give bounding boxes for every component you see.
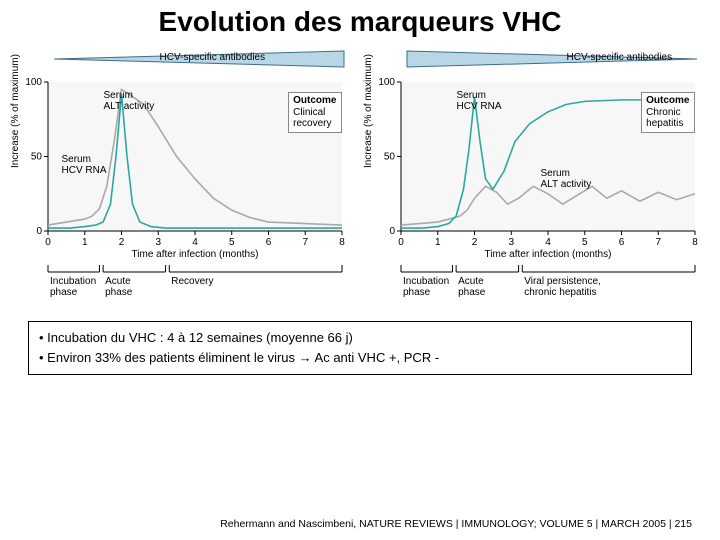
svg-text:Incubation: Incubation: [50, 276, 96, 287]
svg-text:phase: phase: [105, 287, 133, 298]
svg-text:Acute: Acute: [458, 276, 484, 287]
outcome-right: Outcome Chronic hepatitis: [641, 92, 694, 133]
phases-left: IncubationphaseAcutephaseRecovery: [14, 263, 354, 309]
plot-right: Increase (% of maximum) 050100012345678T…: [367, 76, 707, 261]
outcome-left-title: Outcome: [293, 95, 336, 107]
citation: Rehermann and Nascimbeni, NATURE REVIEWS…: [220, 518, 692, 530]
label-alt-left: Serum ALT activity: [104, 90, 155, 112]
svg-text:Incubation: Incubation: [403, 276, 449, 287]
svg-text:phase: phase: [403, 287, 431, 298]
svg-text:1: 1: [81, 237, 87, 248]
notes-box: Incubation du VHC : 4 à 12 semaines (moy…: [28, 321, 692, 375]
label-rna-left: Serum HCV RNA: [62, 154, 107, 176]
svg-text:8: 8: [692, 237, 698, 248]
svg-text:2: 2: [471, 237, 477, 248]
svg-text:4: 4: [545, 237, 551, 248]
chart-right: HCV-specific antibodies Increase (% of m…: [367, 46, 707, 309]
svg-text:Viral persistence,: Viral persistence,: [524, 276, 601, 287]
outcome-left-l2: recovery: [293, 118, 336, 130]
svg-text:50: 50: [30, 152, 42, 163]
wedge-right-label: HCV-specific antibodies: [567, 52, 673, 63]
page-title: Evolution des marqueurs VHC: [0, 0, 720, 40]
svg-text:chronic hepatitis: chronic hepatitis: [524, 287, 596, 298]
wedge-left: HCV-specific antibodies: [14, 46, 354, 72]
phases-right: IncubationphaseAcutephaseViral persisten…: [367, 263, 707, 309]
label-rna-right: Serum HCV RNA: [457, 90, 502, 112]
plot-left: Increase (% of maximum) 050100012345678T…: [14, 76, 354, 261]
svg-text:100: 100: [378, 77, 395, 88]
note-line-2: Environ 33% des patients éliminent le vi…: [39, 348, 681, 368]
svg-text:3: 3: [155, 237, 161, 248]
wedge-right: HCV-specific antibodies: [367, 46, 707, 72]
outcome-left-l1: Clinical: [293, 107, 336, 119]
svg-text:5: 5: [581, 237, 587, 248]
svg-text:Time after infection (months): Time after infection (months): [131, 249, 258, 260]
svg-text:4: 4: [192, 237, 198, 248]
outcome-right-l2: hepatitis: [646, 118, 689, 130]
svg-text:3: 3: [508, 237, 514, 248]
svg-text:50: 50: [383, 152, 395, 163]
svg-text:0: 0: [45, 237, 51, 248]
wedge-left-label: HCV-specific antibodies: [160, 52, 266, 63]
svg-text:5: 5: [228, 237, 234, 248]
label-alt-right: Serum ALT activity: [541, 168, 592, 190]
svg-text:1: 1: [434, 237, 440, 248]
svg-text:100: 100: [25, 77, 42, 88]
chart-left: HCV-specific antibodies Increase (% of m…: [14, 46, 354, 309]
svg-text:0: 0: [389, 226, 395, 237]
svg-text:0: 0: [398, 237, 404, 248]
svg-text:7: 7: [655, 237, 661, 248]
svg-text:0: 0: [36, 226, 42, 237]
svg-text:7: 7: [302, 237, 308, 248]
outcome-left: Outcome Clinical recovery: [288, 92, 341, 133]
svg-text:2: 2: [118, 237, 124, 248]
outcome-right-title: Outcome: [646, 95, 689, 107]
svg-text:Time after infection (months): Time after infection (months): [484, 249, 611, 260]
outcome-right-l1: Chronic: [646, 107, 689, 119]
note-line-1: Incubation du VHC : 4 à 12 semaines (moy…: [39, 328, 681, 348]
svg-text:8: 8: [339, 237, 345, 248]
svg-text:Recovery: Recovery: [171, 276, 213, 287]
charts-row: HCV-specific antibodies Increase (% of m…: [0, 40, 720, 309]
svg-text:phase: phase: [458, 287, 486, 298]
svg-text:6: 6: [265, 237, 271, 248]
svg-text:6: 6: [618, 237, 624, 248]
svg-text:Acute: Acute: [105, 276, 131, 287]
svg-text:phase: phase: [50, 287, 78, 298]
